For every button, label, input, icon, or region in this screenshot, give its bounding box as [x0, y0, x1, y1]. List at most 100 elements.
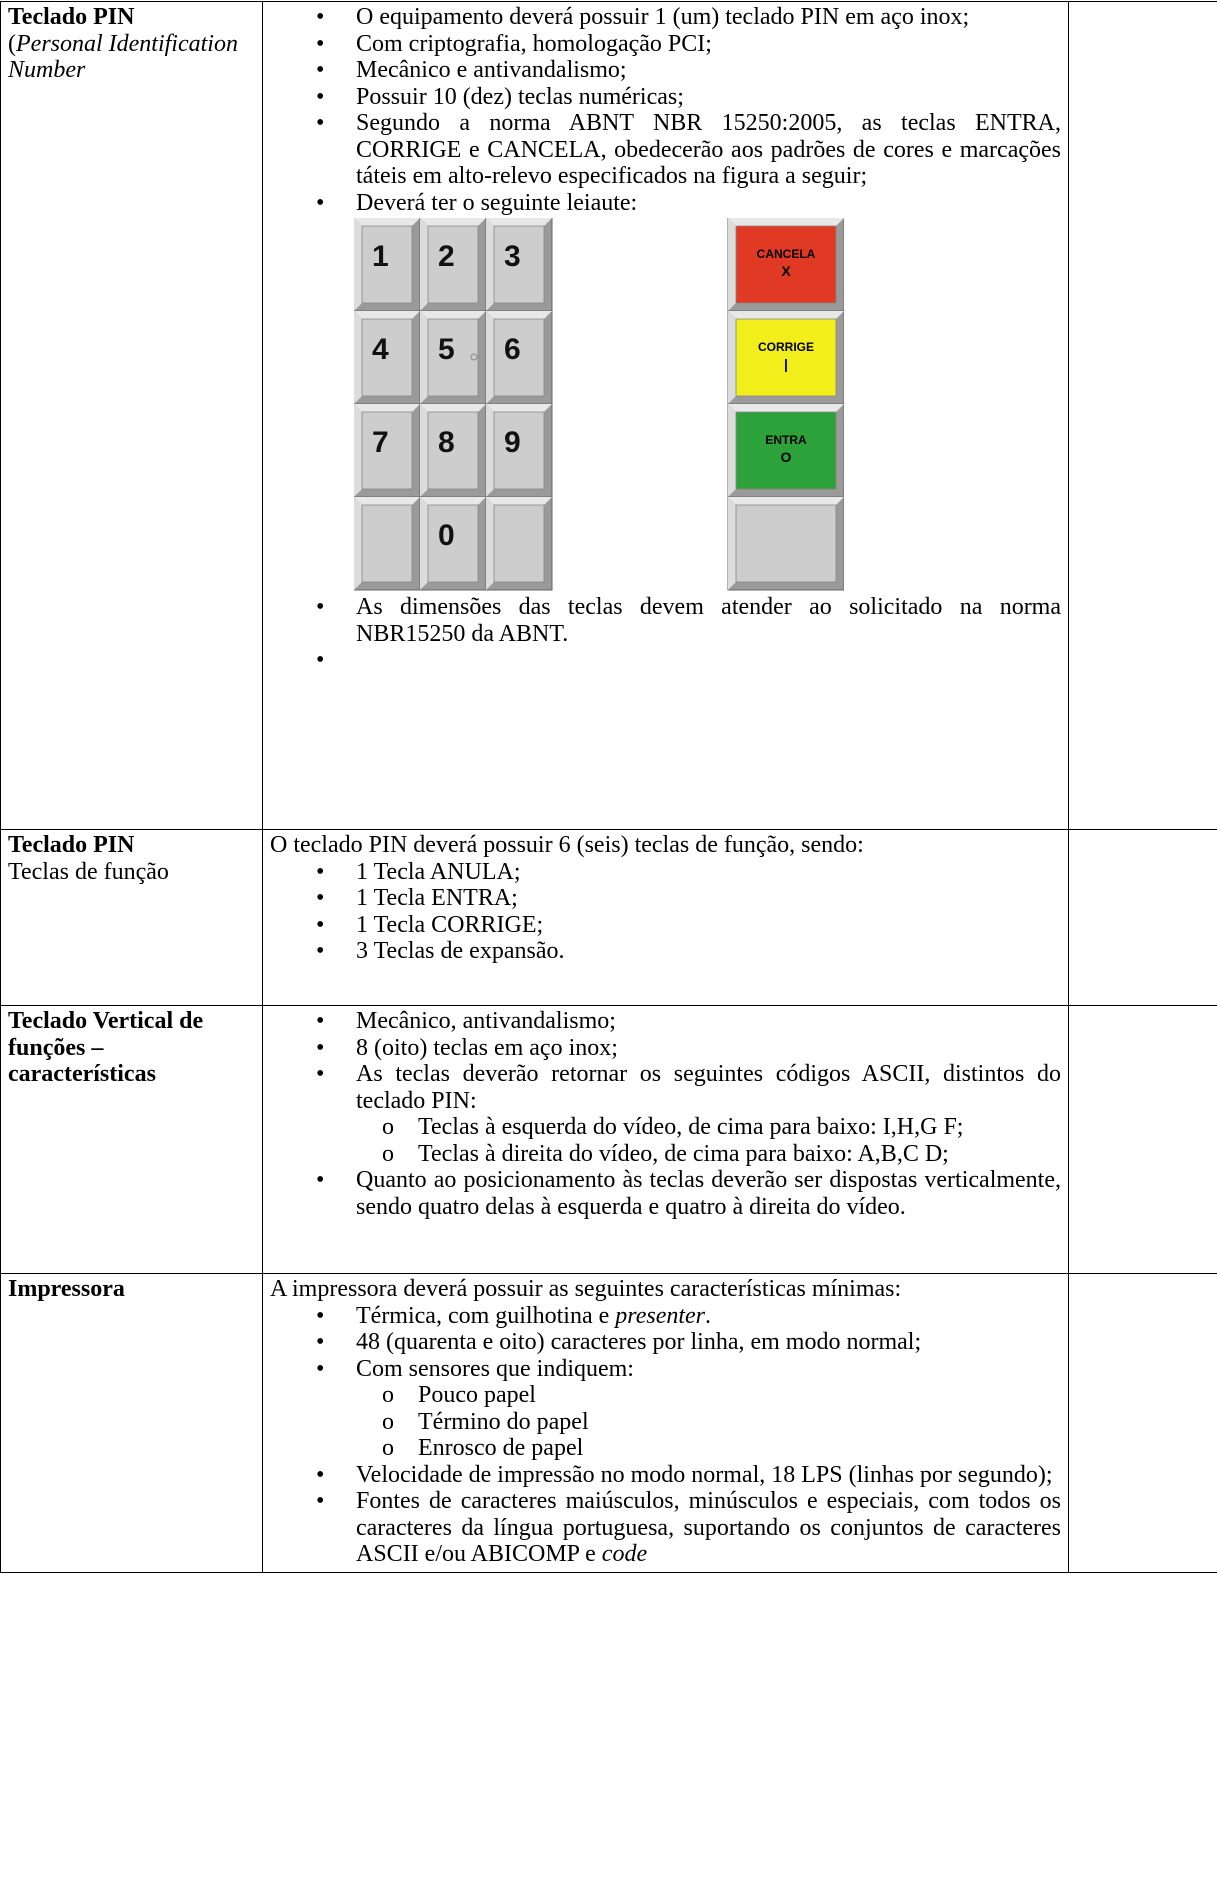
table-row: Teclado PIN(Personal Identification Numb…: [1, 2, 1217, 830]
key-label: 0: [438, 519, 455, 552]
text-run: Pouco papel: [418, 1382, 536, 1408]
bullet-item: Fontes de caracteres maiúsculos, minúscu…: [356, 1488, 1061, 1568]
text-run: Mecânico e antivandalismo;: [356, 57, 627, 83]
key-bevel: [354, 218, 420, 226]
label-line: Teclas de função: [8, 859, 255, 886]
text-run: Teclas de função: [8, 859, 169, 885]
text-run: Fontes de caracteres maiúsculos, minúscu…: [356, 1488, 1061, 1567]
text-run: 1 Tecla ANULA;: [356, 859, 521, 885]
function-key-label: CANCELA: [757, 247, 816, 261]
key-bevel: [728, 497, 736, 590]
sub-list: Pouco papelTérmino do papelEnrosco de pa…: [356, 1382, 1061, 1462]
key-label: 5: [438, 333, 455, 366]
key-face: [736, 505, 836, 582]
content-cell: Mecânico, antivandalismo;8 (oito) teclas…: [263, 1006, 1069, 1274]
key-bevel: [486, 218, 552, 226]
text-run: Quanto ao posicionamento às teclas dever…: [356, 1167, 1061, 1220]
key-bevel: [486, 404, 494, 497]
bullet-item: 8 (oito) teclas em aço inox;: [356, 1035, 1061, 1062]
text-run: Teclas à esquerda do vídeo, de cima para…: [418, 1114, 963, 1140]
text-run: Término do papel: [418, 1409, 589, 1435]
text-run: Teclado PIN: [8, 4, 134, 30]
function-key-symbol: O: [781, 449, 792, 465]
function-key-label: ENTRA: [765, 433, 807, 447]
key-bevel: [354, 497, 420, 505]
label-cell: Impressora: [1, 1274, 263, 1573]
text-run: Com sensores que indiquem:: [356, 1356, 634, 1382]
text-run: Teclas à direita do vídeo, de cima para …: [418, 1141, 949, 1167]
bullet-item: Velocidade de impressão no modo normal, …: [356, 1462, 1061, 1489]
text-run: 1 Tecla ENTRA;: [356, 885, 518, 911]
label-cell: Teclado PIN(Personal Identification Numb…: [1, 2, 263, 830]
key-label: 9: [504, 426, 521, 459]
key-bevel: [420, 404, 428, 497]
text-run: 3 Teclas de expansão.: [356, 938, 564, 964]
text-run: Possuir 10 (dez) teclas numéricas;: [356, 84, 684, 110]
key-label: 1: [372, 240, 389, 273]
function-key-symbol: |: [784, 356, 788, 372]
bullet-item: 1 Tecla ANULA;: [356, 859, 1061, 886]
bullet-item: Segundo a norma ABNT NBR 15250:2005, as …: [356, 110, 1061, 190]
text-run: Mecânico, antivandalismo;: [356, 1008, 616, 1034]
function-key-label: CORRIGE: [758, 340, 814, 354]
key-bevel: [486, 404, 552, 412]
bullet-list: 1 Tecla ANULA;1 Tecla ENTRA;1 Tecla CORR…: [270, 859, 1061, 965]
label-line: Teclado Vertical de funções – caracterís…: [8, 1008, 255, 1088]
bullet-item: 48 (quarenta e oito) caracteres por linh…: [356, 1329, 1061, 1356]
sub-list: Teclas à esquerda do vídeo, de cima para…: [356, 1114, 1061, 1167]
bullet-item: Deverá ter o seguinte leiaute:1234567890…: [356, 190, 1061, 595]
text-run: .: [705, 1303, 711, 1329]
key-bevel: [486, 311, 494, 404]
content-cell: O teclado PIN deverá possuir 6 (seis) te…: [263, 830, 1069, 1006]
sub-item: Pouco papel: [418, 1382, 1061, 1409]
key-label: 4: [372, 333, 389, 366]
bullet-item: 3 Teclas de expansão.: [356, 938, 1061, 965]
key-bevel: [728, 218, 736, 311]
key-face: [362, 505, 412, 582]
text-run: As teclas deverão retornar os seguintes …: [356, 1061, 1061, 1114]
key-bevel: [420, 311, 486, 319]
intro: A impressora deverá possuir as seguintes…: [270, 1276, 1061, 1303]
key-bevel: [486, 311, 552, 319]
key-bevel: [728, 311, 736, 404]
text-run: code: [602, 1541, 647, 1567]
key-bevel: [420, 497, 428, 590]
bullet-item: Com criptografia, homologação PCI;: [356, 31, 1061, 58]
function-key-symbol: X: [781, 263, 791, 279]
key-label: 3: [504, 240, 521, 273]
bullet-item: 1 Tecla CORRIGE;: [356, 912, 1061, 939]
text-run: Com criptografia, homologação PCI;: [356, 31, 712, 57]
key-bevel: [354, 311, 420, 319]
bullet-list: O equipamento deverá possuir 1 (um) tecl…: [270, 4, 1061, 674]
key: [354, 497, 420, 590]
key-bevel: [420, 218, 486, 226]
text-run: Impressora: [8, 1276, 125, 1302]
key-label: 2: [438, 240, 455, 273]
key-bevel: [486, 497, 494, 590]
text-run: (: [8, 31, 16, 57]
bullet-item: Com sensores que indiquem:Pouco papelTér…: [356, 1356, 1061, 1462]
sub-item: Teclas à direita do vídeo, de cima para …: [418, 1141, 1061, 1168]
key: [728, 497, 844, 590]
empty-cell: [1069, 1274, 1217, 1573]
bullet-list: Térmica, com guilhotina e presenter.48 (…: [270, 1303, 1061, 1568]
sub-item: Teclas à esquerda do vídeo, de cima para…: [418, 1114, 1061, 1141]
sub-item: Enrosco de papel: [418, 1435, 1061, 1462]
key-bevel: [354, 404, 362, 497]
text-run: Velocidade de impressão no modo normal, …: [356, 1462, 1053, 1488]
text-run: Teclado PIN: [8, 832, 134, 858]
key-bevel: [420, 311, 428, 404]
key-bevel: [486, 497, 552, 505]
text-run: 48 (quarenta e oito) caracteres por linh…: [356, 1329, 921, 1355]
key-bevel: [728, 497, 844, 505]
key-bevel: [728, 218, 844, 226]
empty-cell: [1069, 1006, 1217, 1274]
key: [486, 497, 552, 590]
empty-cell: [1069, 2, 1217, 830]
key-bevel: [728, 404, 736, 497]
text-run: As dimensões das teclas devem atender ao…: [356, 594, 1061, 647]
bullet-item: Térmica, com guilhotina e presenter.: [356, 1303, 1061, 1330]
